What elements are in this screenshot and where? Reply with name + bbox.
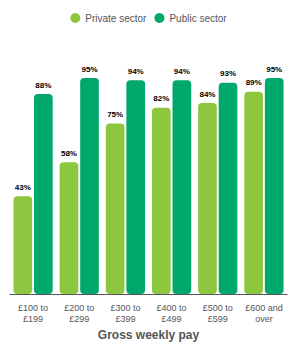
svg-text:84%: 84% <box>199 90 215 99</box>
svg-text:Public sector: Public sector <box>169 13 227 24</box>
svg-text:£499: £499 <box>162 314 182 324</box>
svg-text:95%: 95% <box>266 65 282 74</box>
svg-text:43%: 43% <box>15 183 31 192</box>
svg-text:£399: £399 <box>115 314 135 324</box>
svg-text:£199: £199 <box>23 314 43 324</box>
svg-text:88%: 88% <box>35 81 51 90</box>
svg-text:95%: 95% <box>82 65 98 74</box>
svg-text:£599: £599 <box>208 314 228 324</box>
svg-text:Private sector: Private sector <box>85 13 147 24</box>
svg-text:93%: 93% <box>220 69 236 78</box>
svg-text:58%: 58% <box>61 149 77 158</box>
svg-text:£400 to: £400 to <box>157 303 187 313</box>
svg-text:£600 and: £600 and <box>245 303 283 313</box>
svg-text:75%: 75% <box>107 110 123 119</box>
svg-text:£200 to: £200 to <box>64 303 94 313</box>
svg-text:£299: £299 <box>69 314 89 324</box>
svg-text:£300 to: £300 to <box>110 303 140 313</box>
svg-text:£100 to: £100 to <box>18 303 48 313</box>
svg-text:94%: 94% <box>174 67 190 76</box>
svg-text:94%: 94% <box>128 67 144 76</box>
svg-text:89%: 89% <box>246 78 262 87</box>
svg-text:over: over <box>255 314 273 324</box>
svg-text:£500 to: £500 to <box>203 303 233 313</box>
svg-text:82%: 82% <box>153 94 169 103</box>
svg-text:Gross weekly pay: Gross weekly pay <box>98 328 200 342</box>
